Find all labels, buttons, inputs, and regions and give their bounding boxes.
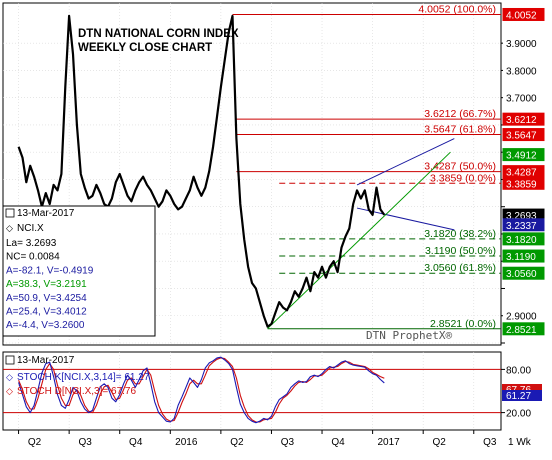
stoch-tick-label: 20.00 <box>506 409 531 420</box>
price-tag-label: 3.1820 <box>506 235 537 246</box>
price-tag-label: 3.8000 <box>506 66 537 77</box>
price-tag-label: 4.0052 <box>506 10 537 21</box>
x-tick-label: Q3 <box>78 437 92 448</box>
chart-title-line-1: DTN NATIONAL CORN INDEX <box>78 28 239 40</box>
price-tag-bg <box>503 91 544 104</box>
price-tag-label: 3.7000 <box>506 94 537 105</box>
watermark: DTN ProphetX® <box>366 329 452 342</box>
fib-level-label: 3.1820 (38.2%) <box>424 228 496 240</box>
info-date: 13-Mar-2017 <box>17 208 75 219</box>
stoch-collapse-icon[interactable] <box>5 355 15 365</box>
info-row: La= 3.2693 <box>6 238 57 249</box>
stoch-k-tag-bg <box>502 390 542 401</box>
price-tag-bg <box>502 266 545 280</box>
price-tag-label: 3.4912 <box>506 151 537 162</box>
stoch-k-label: STOCH K[NCI.X,3,14]= 61.27 <box>17 372 150 383</box>
price-tag-label: 3.3859 <box>506 179 537 190</box>
price-tag-bg <box>502 218 545 232</box>
price-tag-bg <box>503 309 544 322</box>
price-tag-label: 3.2337 <box>506 221 537 232</box>
price-tag-label: 3.4287 <box>506 168 537 179</box>
x-tick-label: 2017 <box>377 437 400 448</box>
x-tick-label: Q2 <box>230 437 244 448</box>
price-tag-bg <box>502 112 545 126</box>
stoch-k-tag: 61.27 <box>506 391 531 402</box>
price-tag-bg <box>502 176 545 190</box>
fib-level-label: 3.6212 (66.7%) <box>424 108 496 120</box>
price-tag-bg <box>502 7 545 21</box>
price-tag-label: 3.9000 <box>506 39 537 50</box>
stoch-date: 13-Mar-2017 <box>17 355 75 366</box>
panel-collapse-icon[interactable] <box>5 208 15 218</box>
price-tag-bg <box>503 64 544 77</box>
price-tag-bg <box>503 37 544 50</box>
price-tag-label: 3.5647 <box>506 131 537 142</box>
price-tag-bg <box>502 232 545 246</box>
price-tag-bg <box>502 148 545 162</box>
price-tag-bg <box>502 322 545 336</box>
info-symbol: NCI.X <box>17 223 44 234</box>
price-series-line <box>17 14 386 328</box>
diamond-marker-icon: ◇ <box>6 223 13 233</box>
price-tag-bg <box>502 128 545 142</box>
fib-level-label: 3.3859 (0.0%) <box>430 172 496 184</box>
info-row: A=38.3, V=3.2191 <box>6 279 87 290</box>
price-tag-label: 2.8521 <box>506 325 537 336</box>
info-row: A=-82.1, V=-0.4919 <box>6 265 94 276</box>
x-tick-label: Q2 <box>28 437 42 448</box>
stochastic-panel <box>2 351 502 431</box>
fib-level-label: 2.8521 (0.0%) <box>430 318 496 330</box>
info-row: NC= 0.0084 <box>6 252 60 263</box>
x-tick-label: Q3 <box>483 437 497 448</box>
chart-title-line-2: WEEKLY CLOSE CHART <box>78 42 212 54</box>
diamond-marker-icon: ◇ <box>6 372 13 382</box>
diamond-marker-icon: ◇ <box>6 386 13 396</box>
indicator-info-panel: 13-Mar-2017 ◇ NCI.X La= 3.2693 NC= 0.0084… <box>2 205 156 337</box>
trendline <box>267 151 451 329</box>
info-row: A=50.9, V=3.4254 <box>6 293 87 304</box>
fib-level-label: 3.5647 (61.8%) <box>424 124 496 136</box>
stoch-tick-label: 80.00 <box>506 365 531 376</box>
price-tag-label: 2.9000 <box>506 312 537 323</box>
x-tick-label: Q4 <box>331 437 345 448</box>
x-tick-label: Q2 <box>433 437 447 448</box>
price-tag-label: 3.0560 <box>506 269 537 280</box>
stoch-d-line <box>18 357 385 423</box>
x-tick-label: Q3 <box>281 437 295 448</box>
fib-level-label: 3.1190 (50.0%) <box>425 245 496 257</box>
price-tag-label: 3.1190 <box>506 252 536 263</box>
stochastic-legend: 13-Mar-2017 ◇ STOCH K[NCI.X,3,14]= 61.27… <box>5 355 150 397</box>
price-tag-label: 3.2693 <box>506 211 537 222</box>
info-row: A=25.4, V=3.4012 <box>6 307 87 318</box>
price-tag-label: 3.6212 <box>506 115 537 126</box>
x-tick-label: Q4 <box>129 437 143 448</box>
stoch-k-line <box>18 356 385 424</box>
fib-level-label: 4.0052 (100.0%) <box>418 3 496 15</box>
stoch-d-tag-bg <box>502 384 542 395</box>
fib-level-label: 3.4287 (50.0%) <box>424 161 496 173</box>
x-tick-label: 2016 <box>175 437 198 448</box>
stoch-d-label: STOCH D[NCI.X,3]= 67.76 <box>17 386 136 397</box>
timeframe-label[interactable]: 1 Wk <box>508 437 532 448</box>
info-row: A=-4.4, V=3.2600 <box>6 320 85 331</box>
price-tag-bg <box>502 249 545 263</box>
fib-level-label: 3.0560 (61.8%) <box>424 262 496 274</box>
trendline <box>356 138 455 186</box>
